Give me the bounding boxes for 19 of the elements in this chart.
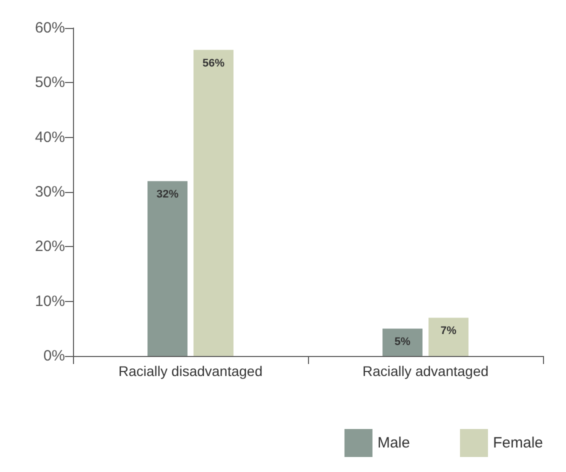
y-tick-label: 50% bbox=[34, 74, 65, 92]
y-tick-label: 40% bbox=[34, 128, 65, 146]
y-tick-label: 0% bbox=[43, 348, 65, 364]
bar bbox=[428, 318, 468, 356]
data-label: 32% bbox=[156, 188, 179, 201]
bar bbox=[148, 181, 188, 356]
legend-label: Male bbox=[377, 434, 410, 452]
x-tick-label: Racially disadvantaged bbox=[118, 363, 262, 379]
data-label: 7% bbox=[440, 325, 457, 338]
x-tick-label: Racially advantaged bbox=[362, 363, 489, 379]
y-tick-label: 60% bbox=[34, 20, 65, 36]
data-label: 56% bbox=[202, 57, 225, 70]
y-tick-label: 10% bbox=[34, 292, 65, 310]
y-tick-label: 20% bbox=[34, 238, 65, 256]
bar bbox=[194, 50, 234, 356]
legend-label: Female bbox=[492, 434, 544, 452]
y-tick-label: 30% bbox=[34, 184, 65, 200]
bar bbox=[382, 328, 422, 356]
data-label: 5% bbox=[394, 336, 411, 348]
